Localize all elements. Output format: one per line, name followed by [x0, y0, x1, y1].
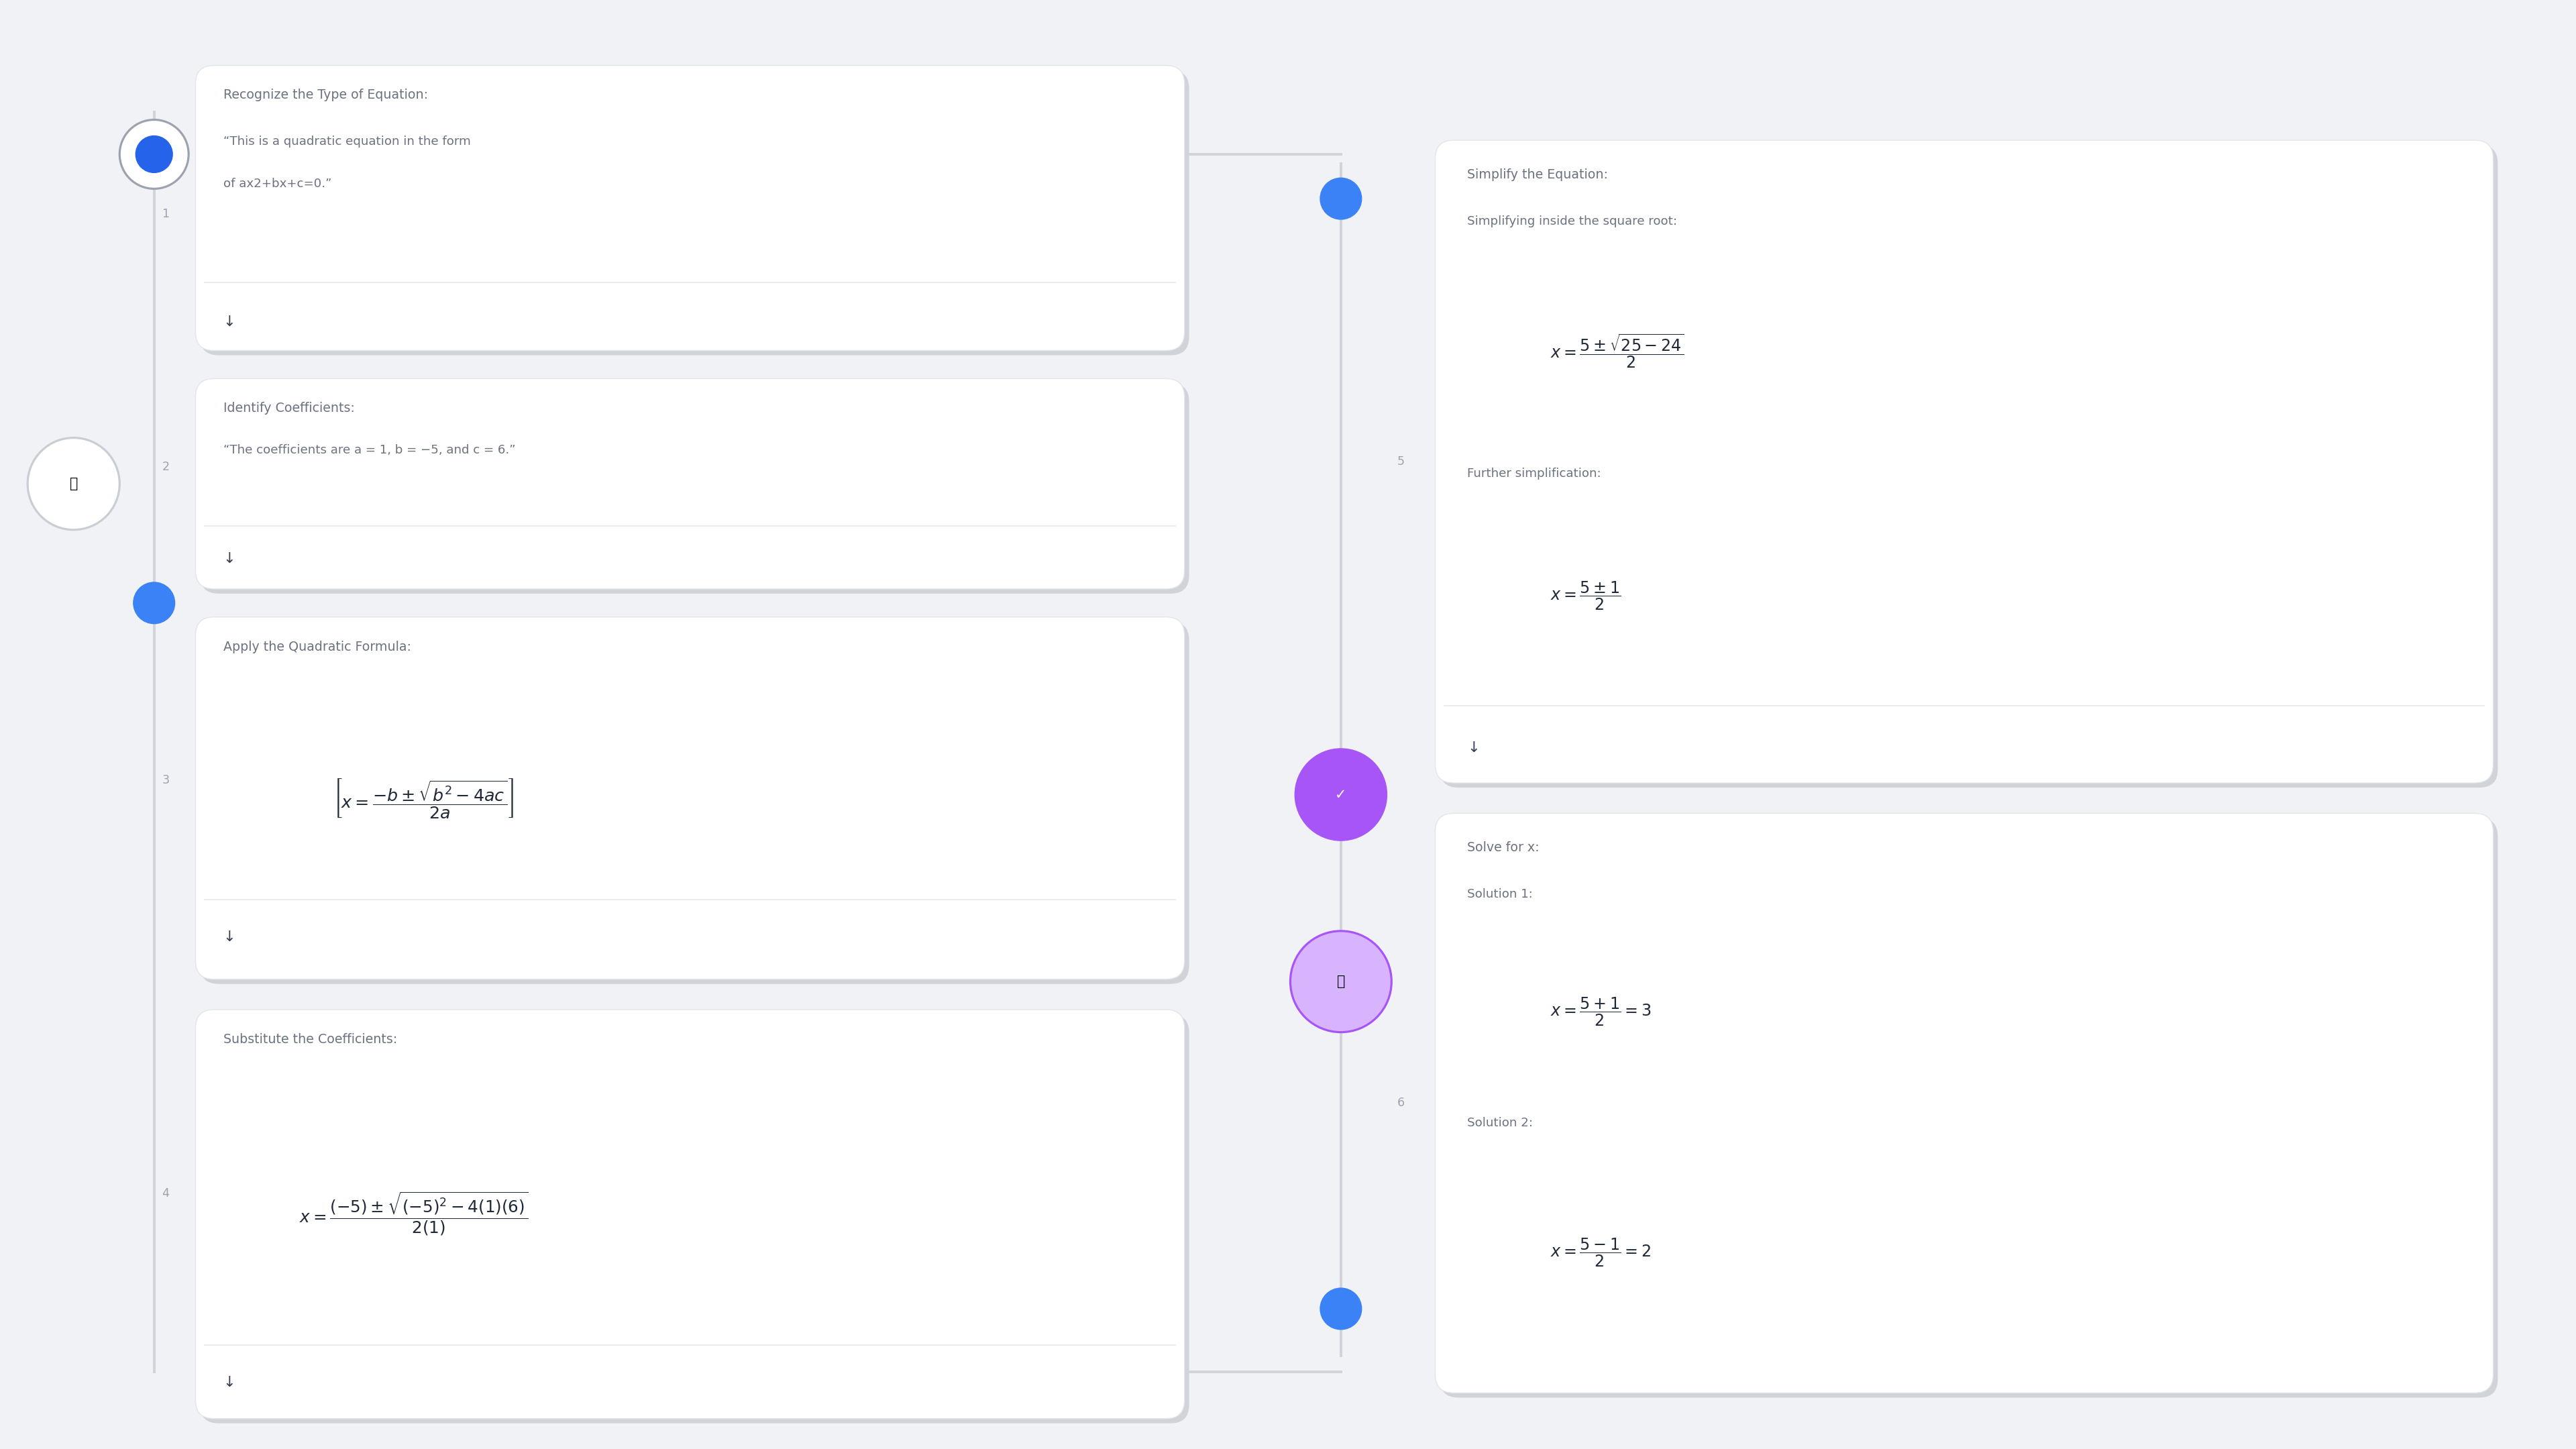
Text: of ax2+bx+c=0.”: of ax2+bx+c=0.”: [224, 178, 332, 190]
Text: ✓: ✓: [1334, 788, 1347, 801]
Circle shape: [1291, 930, 1391, 1032]
Text: 5: 5: [1396, 455, 1404, 468]
Circle shape: [1319, 178, 1363, 219]
FancyBboxPatch shape: [201, 622, 1190, 984]
Text: $\left[x = \dfrac{-b \pm \sqrt{b^2-4ac}}{2a}\right]$: $\left[x = \dfrac{-b \pm \sqrt{b^2-4ac}}…: [332, 777, 513, 820]
FancyBboxPatch shape: [201, 384, 1190, 594]
Text: 💬: 💬: [70, 477, 77, 491]
Text: Further simplification:: Further simplification:: [1468, 468, 1602, 480]
Text: 2: 2: [162, 461, 170, 472]
Text: ↓: ↓: [224, 314, 234, 329]
FancyBboxPatch shape: [196, 1010, 1185, 1419]
Text: Apply the Quadratic Formula:: Apply the Quadratic Formula:: [224, 640, 412, 653]
FancyBboxPatch shape: [196, 65, 1185, 351]
FancyBboxPatch shape: [1440, 819, 2499, 1398]
FancyBboxPatch shape: [1440, 145, 2499, 788]
Circle shape: [134, 582, 175, 623]
Text: Recognize the Type of Equation:: Recognize the Type of Equation:: [224, 88, 428, 101]
FancyBboxPatch shape: [196, 378, 1185, 588]
Text: $x = \dfrac{5\pm 1}{2}$: $x = \dfrac{5\pm 1}{2}$: [1551, 580, 1620, 611]
Text: 3: 3: [162, 774, 170, 785]
Text: ↓: ↓: [224, 552, 234, 565]
FancyBboxPatch shape: [201, 1014, 1190, 1423]
Text: ↓: ↓: [224, 930, 234, 943]
Text: 💬: 💬: [1337, 975, 1345, 988]
FancyBboxPatch shape: [1435, 141, 2494, 782]
Text: $x = \dfrac{5-1}{2} = 2$: $x = \dfrac{5-1}{2} = 2$: [1551, 1237, 1651, 1268]
Text: Solution 1:: Solution 1:: [1468, 888, 1533, 900]
Text: Solution 2:: Solution 2:: [1468, 1117, 1533, 1129]
FancyBboxPatch shape: [1435, 813, 2494, 1392]
Text: $x = \dfrac{(-5)\pm\sqrt{(-5)^2-4(1)(6)}}{2(1)}$: $x = \dfrac{(-5)\pm\sqrt{(-5)^2-4(1)(6)}…: [299, 1191, 528, 1237]
Circle shape: [118, 120, 188, 188]
Text: ↓: ↓: [224, 1375, 234, 1390]
Text: $x = \dfrac{5+1}{2} = 3$: $x = \dfrac{5+1}{2} = 3$: [1551, 995, 1651, 1027]
Text: ↓: ↓: [1468, 740, 1479, 755]
Circle shape: [28, 438, 118, 530]
Text: Simplify the Equation:: Simplify the Equation:: [1468, 168, 1607, 181]
Text: “The coefficients are a = 1, b = −5, and c = 6.”: “The coefficients are a = 1, b = −5, and…: [224, 443, 515, 456]
Text: Solve for x:: Solve for x:: [1468, 842, 1540, 853]
Text: Substitute the Coefficients:: Substitute the Coefficients:: [224, 1033, 397, 1046]
FancyBboxPatch shape: [196, 617, 1185, 980]
Circle shape: [1319, 1288, 1363, 1330]
Text: “This is a quadratic equation in the form: “This is a quadratic equation in the for…: [224, 136, 471, 148]
FancyBboxPatch shape: [201, 70, 1190, 355]
Text: 6: 6: [1396, 1097, 1404, 1108]
Circle shape: [137, 136, 173, 172]
Text: $x = \dfrac{5 \pm \sqrt{25-24}}{2}$: $x = \dfrac{5 \pm \sqrt{25-24}}{2}$: [1551, 332, 1685, 369]
Text: Identify Coefficients:: Identify Coefficients:: [224, 401, 355, 414]
Circle shape: [1296, 749, 1386, 840]
Text: 4: 4: [162, 1188, 170, 1200]
Text: 1: 1: [162, 207, 170, 220]
Text: Simplifying inside the square root:: Simplifying inside the square root:: [1468, 214, 1677, 227]
